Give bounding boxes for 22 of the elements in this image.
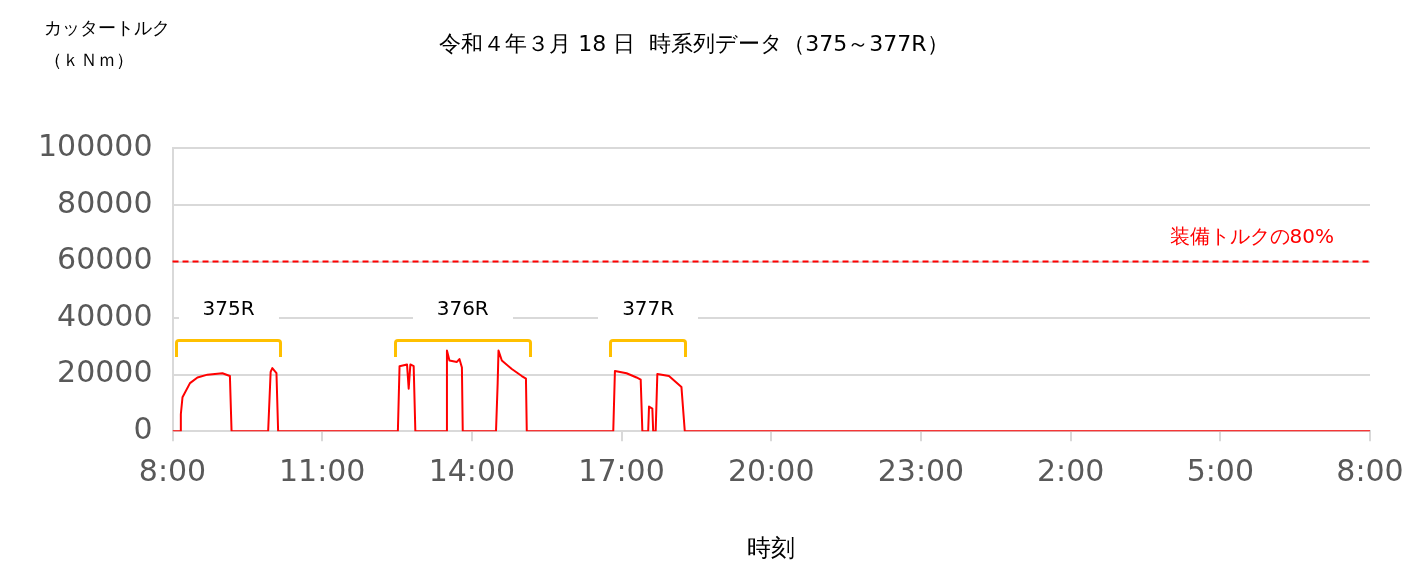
annotation: 375R bbox=[178, 292, 279, 323]
annotation: 377R bbox=[598, 292, 699, 323]
y-tick-label: 40000 bbox=[57, 297, 153, 333]
y-tick-label: 60000 bbox=[57, 241, 153, 277]
x-tick-label: 5:00 bbox=[1186, 453, 1254, 488]
y-tick-label: 100000 bbox=[37, 128, 153, 164]
y-tick-label: 80000 bbox=[57, 184, 153, 220]
x-tick-label: 17:00 bbox=[578, 453, 665, 488]
chart-title: 令和４年３月 18 日 時系列データ（375～377R） bbox=[439, 30, 949, 56]
x-tick-label: 8:00 bbox=[138, 453, 207, 488]
x-tick-label: 23:00 bbox=[877, 453, 965, 488]
x-tick-label: 14:00 bbox=[428, 453, 516, 488]
x-tick-label: 2:00 bbox=[1036, 453, 1105, 488]
x-tick-label: 20:00 bbox=[728, 453, 815, 488]
annotation: 376R bbox=[412, 292, 513, 323]
x-tick-label: 8:00 bbox=[1336, 453, 1404, 488]
ref-line-label: 装備トルクの80% bbox=[1169, 223, 1334, 248]
y-axis-title: カッタートルク（ｋＮｍ） bbox=[44, 16, 171, 72]
x-axis-title: 時刻 bbox=[747, 533, 796, 562]
y-tick-label: 20000 bbox=[57, 354, 153, 390]
x-tick-label: 11:00 bbox=[278, 453, 366, 488]
y-tick-label: 0 bbox=[133, 411, 153, 446]
